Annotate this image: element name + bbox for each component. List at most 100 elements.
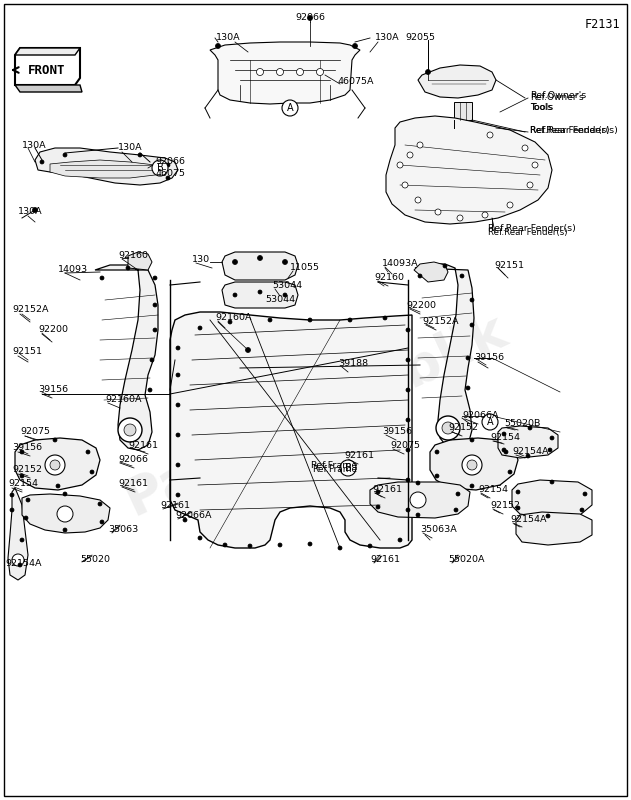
- Text: 92152A: 92152A: [422, 318, 459, 326]
- Polygon shape: [22, 494, 110, 533]
- Text: 55020A: 55020A: [448, 555, 485, 565]
- Circle shape: [457, 215, 463, 221]
- Text: Tools: Tools: [530, 103, 552, 113]
- Circle shape: [245, 347, 251, 353]
- Text: A: A: [487, 417, 493, 427]
- Circle shape: [166, 176, 170, 180]
- Circle shape: [470, 323, 474, 327]
- Text: PartsRepublik: PartsRepublik: [116, 305, 515, 527]
- Circle shape: [126, 266, 130, 270]
- Text: Ref.Owner's: Ref.Owner's: [530, 94, 584, 102]
- Circle shape: [442, 422, 454, 434]
- Circle shape: [176, 373, 180, 377]
- Circle shape: [526, 454, 530, 458]
- Circle shape: [406, 508, 410, 512]
- Circle shape: [276, 69, 283, 75]
- Circle shape: [435, 209, 441, 215]
- Circle shape: [56, 484, 60, 488]
- Circle shape: [470, 298, 474, 302]
- Circle shape: [317, 69, 324, 75]
- Circle shape: [406, 388, 410, 392]
- Circle shape: [353, 43, 358, 49]
- Text: 55020: 55020: [80, 555, 110, 565]
- Circle shape: [482, 414, 498, 430]
- Text: 92160A: 92160A: [215, 314, 252, 322]
- Circle shape: [26, 498, 30, 502]
- Polygon shape: [15, 48, 80, 55]
- Text: 92154: 92154: [8, 479, 38, 489]
- Text: F2131: F2131: [584, 18, 620, 31]
- Circle shape: [460, 274, 464, 278]
- Circle shape: [508, 470, 512, 474]
- Circle shape: [528, 426, 532, 430]
- Text: Ref.Rear Fender(s): Ref.Rear Fender(s): [530, 126, 610, 134]
- Circle shape: [283, 259, 288, 265]
- Text: 35063A: 35063A: [420, 526, 457, 534]
- Text: 92066A: 92066A: [462, 411, 498, 421]
- Text: 92154A: 92154A: [512, 447, 548, 457]
- Circle shape: [425, 70, 430, 74]
- Text: 92200: 92200: [38, 326, 68, 334]
- Circle shape: [118, 418, 142, 442]
- Text: 39156: 39156: [12, 443, 42, 453]
- Circle shape: [10, 493, 14, 497]
- Circle shape: [233, 293, 237, 297]
- Circle shape: [407, 152, 413, 158]
- Circle shape: [63, 492, 67, 496]
- Text: 92161: 92161: [344, 451, 374, 461]
- Circle shape: [406, 328, 410, 332]
- Text: Ref.Frame: Ref.Frame: [312, 465, 357, 474]
- Circle shape: [53, 438, 57, 442]
- Text: 92154: 92154: [490, 434, 520, 442]
- Circle shape: [406, 358, 410, 362]
- Text: 14093: 14093: [58, 266, 88, 274]
- Text: 130A: 130A: [22, 141, 47, 150]
- Circle shape: [340, 460, 356, 476]
- Circle shape: [443, 264, 447, 268]
- Circle shape: [216, 43, 220, 49]
- Circle shape: [153, 303, 157, 307]
- Circle shape: [257, 255, 262, 261]
- Circle shape: [198, 326, 202, 330]
- Text: A: A: [286, 103, 293, 113]
- Circle shape: [487, 132, 493, 138]
- Text: 53044: 53044: [265, 295, 295, 305]
- Circle shape: [176, 403, 180, 407]
- Circle shape: [502, 432, 506, 436]
- Text: 35063: 35063: [108, 526, 138, 534]
- Text: 92152: 92152: [490, 502, 520, 510]
- Circle shape: [282, 100, 298, 116]
- Circle shape: [86, 450, 90, 454]
- Circle shape: [516, 490, 520, 494]
- Text: 53044: 53044: [272, 282, 302, 290]
- Circle shape: [504, 450, 508, 454]
- Circle shape: [100, 276, 104, 280]
- Circle shape: [198, 536, 202, 540]
- Text: 11055: 11055: [290, 263, 320, 273]
- Circle shape: [63, 153, 67, 157]
- Polygon shape: [454, 102, 472, 120]
- Circle shape: [417, 142, 423, 148]
- Circle shape: [297, 69, 304, 75]
- Circle shape: [436, 416, 460, 440]
- Text: 92200: 92200: [406, 302, 436, 310]
- Circle shape: [153, 276, 157, 280]
- Circle shape: [548, 448, 552, 452]
- Text: 14093A: 14093A: [382, 259, 418, 269]
- Circle shape: [397, 162, 403, 168]
- Circle shape: [583, 492, 587, 496]
- Circle shape: [232, 259, 237, 265]
- Circle shape: [176, 433, 180, 437]
- Circle shape: [368, 544, 372, 548]
- Text: 92066: 92066: [118, 455, 148, 465]
- Text: 92160: 92160: [374, 274, 404, 282]
- Circle shape: [20, 474, 24, 478]
- Polygon shape: [35, 148, 178, 185]
- Polygon shape: [222, 282, 298, 308]
- Circle shape: [24, 516, 28, 520]
- Circle shape: [138, 153, 142, 157]
- Circle shape: [308, 318, 312, 322]
- Text: 92075: 92075: [20, 427, 50, 437]
- Circle shape: [376, 490, 380, 494]
- Circle shape: [418, 274, 422, 278]
